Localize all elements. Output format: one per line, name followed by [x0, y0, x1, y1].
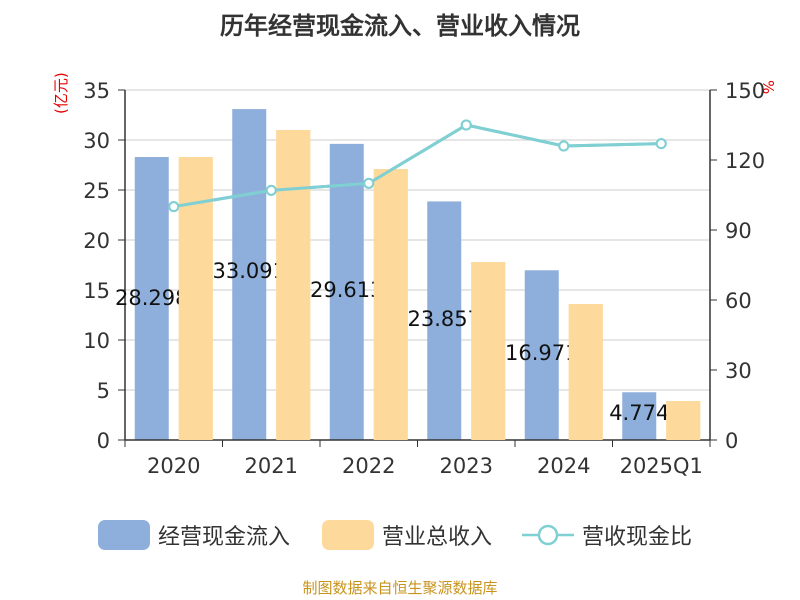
right-axis-tick-label: 0: [725, 429, 738, 453]
left-axis-tick-label: 25: [83, 179, 110, 203]
data-label-cash-inflow: 29.613: [310, 278, 383, 302]
bar-cash-inflow: [329, 143, 364, 440]
chart-title: 历年经营现金流入、营业收入情况: [220, 12, 580, 40]
bar-cash-inflow: [134, 157, 169, 440]
legend-item-ratio[interactable]: 营收现金比: [522, 515, 692, 555]
bar-revenue-overlay: [178, 157, 213, 440]
legend-swatch-revenue: [322, 520, 374, 550]
left-axis-tick-label: 30: [83, 129, 110, 153]
data-label-cash-inflow: 4.774: [609, 401, 669, 425]
bar-cash-inflow: [524, 270, 559, 440]
legend-item-revenue[interactable]: 营业总收入: [322, 515, 492, 555]
right-axis-tick-label: 90: [725, 219, 752, 243]
ratio-line-top: [173, 123, 662, 209]
left-axis-tick-label: 10: [83, 329, 110, 353]
bar-revenue-overlay: [568, 304, 603, 440]
bar-cash-inflow: [622, 392, 657, 440]
bar-revenue-overlay: [471, 262, 506, 440]
left-axis-tick-label: 20: [83, 229, 110, 253]
bar-revenue-overlay: [666, 401, 701, 440]
legend-line-marker-icon: [522, 520, 574, 550]
ratio-point-top: [655, 138, 667, 150]
bar-cash-inflow: [427, 201, 462, 440]
left-axis-tick-label: 15: [83, 279, 110, 303]
legend-label-ratio: 营收现金比: [582, 525, 693, 550]
right-axis-tick-label: 150: [725, 79, 765, 103]
bar-cash-inflow: [232, 109, 267, 440]
x-axis-tick-label: 2025Q1: [620, 454, 703, 478]
legend-label-revenue: 营业总收入: [382, 525, 493, 550]
data-source-note: 制图数据来自恒生聚源数据库: [302, 579, 498, 597]
x-axis-tick-label: 2020: [147, 454, 200, 478]
ratio-point-top: [363, 177, 375, 189]
legend-item-cash-inflow[interactable]: 经营现金流入: [98, 515, 290, 555]
legend: 经营现金流入 营业总收入 营收现金比: [0, 515, 800, 555]
x-axis-tick-label: 2021: [245, 454, 298, 478]
right-axis-tick-label: 120: [725, 149, 765, 173]
x-axis-tick-label: 2023: [440, 454, 493, 478]
bar-revenue-overlay: [276, 130, 311, 440]
bar-revenue-overlay: [373, 169, 408, 440]
data-label-cash-inflow: 33.091: [213, 259, 286, 283]
data-label-cash-inflow: 16.971: [505, 341, 578, 365]
legend-swatch-cash-inflow: [98, 520, 150, 550]
left-axis-tick-label: 5: [97, 379, 110, 403]
data-label-cash-inflow: 23.857: [408, 307, 481, 331]
legend-label-cash-inflow: 经营现金流入: [158, 525, 291, 550]
left-axis-tick-label: 35: [83, 79, 110, 103]
data-label-cash-inflow: 28.298: [115, 286, 188, 310]
left-axis-tick-label: 0: [97, 429, 110, 453]
right-axis-tick-label: 30: [725, 359, 752, 383]
x-axis-tick-label: 2024: [537, 454, 590, 478]
ratio-point-top: [168, 201, 180, 213]
ratio-point-top: [460, 119, 472, 131]
right-axis-tick-label: 60: [725, 289, 752, 313]
ratio-point-top: [558, 140, 570, 152]
ratio-point-top: [265, 184, 277, 196]
x-axis-tick-label: 2022: [342, 454, 395, 478]
